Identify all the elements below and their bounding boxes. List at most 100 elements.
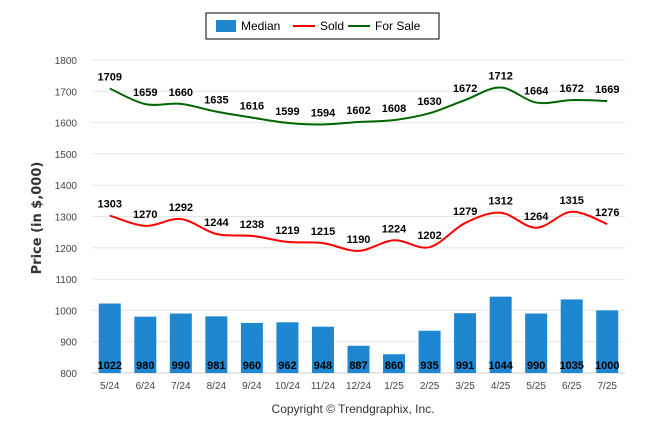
for-sale-value-label: 1602 bbox=[346, 105, 370, 117]
for-sale-value-label: 1599 bbox=[275, 106, 299, 118]
median-bar bbox=[169, 313, 192, 373]
median-value-label: 1000 bbox=[595, 360, 619, 372]
for-sale-value-label: 1664 bbox=[524, 86, 549, 98]
median-bar bbox=[347, 345, 370, 373]
sold-value-label: 1292 bbox=[169, 202, 193, 214]
median-value-label: 960 bbox=[243, 360, 261, 372]
y-tick-label: 1400 bbox=[55, 181, 78, 192]
for-sale-value-label: 1712 bbox=[488, 71, 512, 83]
median-bar bbox=[525, 313, 548, 373]
median-bar bbox=[560, 299, 583, 373]
sold-value-label: 1244 bbox=[204, 217, 229, 229]
y-tick-label: 900 bbox=[60, 338, 77, 349]
y-axis-label: Price (in $,000) bbox=[30, 162, 45, 275]
footer-copyright: Copyright © Trendgraphix, Inc. bbox=[272, 402, 435, 416]
series-lines bbox=[109, 86, 608, 252]
sold-line bbox=[109, 210, 608, 252]
median-value-label: 887 bbox=[349, 360, 367, 372]
median-bar bbox=[311, 326, 334, 373]
x-tick-label: 4/25 bbox=[491, 381, 511, 392]
x-tick-label: 7/24 bbox=[171, 381, 191, 392]
median-bar bbox=[98, 303, 121, 373]
median-value-label: 860 bbox=[385, 360, 403, 372]
median-bar bbox=[489, 296, 512, 373]
for-sale-value-label: 1616 bbox=[240, 101, 264, 113]
median-value-label: 962 bbox=[278, 360, 296, 372]
sold-value-label: 1279 bbox=[453, 206, 477, 218]
x-tick-label: 12/24 bbox=[346, 381, 371, 392]
median-bar bbox=[276, 322, 299, 373]
median-bar bbox=[134, 316, 157, 373]
for-sale-value-label: 1672 bbox=[453, 83, 477, 95]
sold-value-label: 1264 bbox=[524, 211, 549, 223]
x-tick-label: 7/25 bbox=[597, 381, 617, 392]
for-sale-value-label: 1669 bbox=[595, 84, 619, 96]
median-bar bbox=[205, 316, 228, 373]
median-value-label: 990 bbox=[527, 360, 545, 372]
x-tick-label: 9/24 bbox=[242, 381, 262, 392]
y-tick-label: 1100 bbox=[55, 275, 77, 286]
sold-value-label: 1202 bbox=[417, 230, 441, 242]
x-axis-ticks: 5/24 6/24 7/24 8/24 9/24 10/24 11/24 12/24 1/25 2… bbox=[100, 381, 617, 392]
median-value-label: 1035 bbox=[559, 360, 583, 372]
median-bar bbox=[240, 322, 263, 373]
y-tick-label: 1200 bbox=[55, 244, 78, 255]
for-sale-value-label: 1630 bbox=[417, 96, 441, 108]
x-tick-label: 11/24 bbox=[311, 381, 336, 392]
for-sale-value-label: 1608 bbox=[382, 103, 406, 115]
x-tick-label: 2/25 bbox=[420, 381, 440, 392]
for-sale-value-label: 1672 bbox=[559, 83, 583, 95]
x-tick-label: 8/24 bbox=[207, 381, 227, 392]
sold-value-label: 1219 bbox=[275, 225, 299, 237]
x-tick-label: 5/25 bbox=[526, 381, 546, 392]
legend-box bbox=[205, 12, 440, 40]
legend-label-for-sale: For Sale bbox=[375, 19, 421, 33]
median-bar bbox=[596, 310, 619, 373]
for-sale-value-label: 1709 bbox=[98, 71, 122, 83]
sold-value-label: 1312 bbox=[488, 196, 512, 208]
for-sale-line bbox=[109, 86, 608, 126]
y-tick-label: 800 bbox=[60, 369, 77, 380]
x-tick-label: 5/24 bbox=[100, 381, 120, 392]
y-tick-label: 1000 bbox=[55, 306, 78, 317]
legend: Median Sold For Sale bbox=[205, 12, 440, 40]
y-axis-ticks: 800 900 1000 1100 1200 1300 1400 1500 1600 1700 18… bbox=[55, 56, 78, 380]
median-bar bbox=[454, 313, 477, 373]
y-tick-label: 1300 bbox=[55, 213, 78, 224]
median-value-label: 1044 bbox=[488, 360, 513, 372]
median-value-label: 990 bbox=[172, 360, 190, 372]
median-bar bbox=[383, 354, 406, 373]
sold-value-label: 1276 bbox=[595, 207, 619, 219]
y-tick-label: 1500 bbox=[55, 150, 78, 161]
sold-value-label: 1215 bbox=[311, 226, 335, 238]
x-tick-label: 1/25 bbox=[384, 381, 404, 392]
y-tick-label: 1700 bbox=[55, 87, 78, 98]
for-sale-value-label: 1660 bbox=[169, 87, 193, 99]
for-sale-value-label: 1659 bbox=[133, 87, 157, 99]
sold-value-label: 1238 bbox=[240, 219, 264, 231]
x-tick-label: 6/24 bbox=[136, 381, 156, 392]
median-bar bbox=[418, 330, 441, 373]
sold-value-label: 1315 bbox=[559, 195, 583, 207]
sold-value-label: 1270 bbox=[133, 209, 157, 221]
legend-label-sold: Sold bbox=[320, 19, 344, 33]
y-tick-label: 1800 bbox=[55, 56, 78, 67]
x-tick-label: 10/24 bbox=[275, 381, 300, 392]
legend-label-median: Median bbox=[241, 19, 280, 33]
median-value-label: 980 bbox=[136, 360, 154, 372]
for-sale-value-label: 1594 bbox=[311, 107, 336, 119]
x-tick-label: 3/25 bbox=[455, 381, 475, 392]
for-sale-value-label: 1635 bbox=[204, 95, 228, 107]
x-tick-label: 6/25 bbox=[562, 381, 582, 392]
median-value-label: 935 bbox=[420, 360, 438, 372]
sold-value-label: 1303 bbox=[98, 199, 122, 211]
median-value-label: 948 bbox=[314, 360, 332, 372]
data-labels: 1022 980 990 981 960 962 948 887 860 935 991 1044 99… bbox=[98, 71, 620, 372]
median-value-label: 991 bbox=[456, 360, 474, 372]
legend-swatch-median bbox=[216, 20, 236, 32]
y-tick-label: 1600 bbox=[55, 119, 78, 130]
median-value-label: 1022 bbox=[98, 360, 122, 372]
sold-value-label: 1224 bbox=[382, 223, 407, 235]
median-value-label: 981 bbox=[207, 360, 225, 372]
